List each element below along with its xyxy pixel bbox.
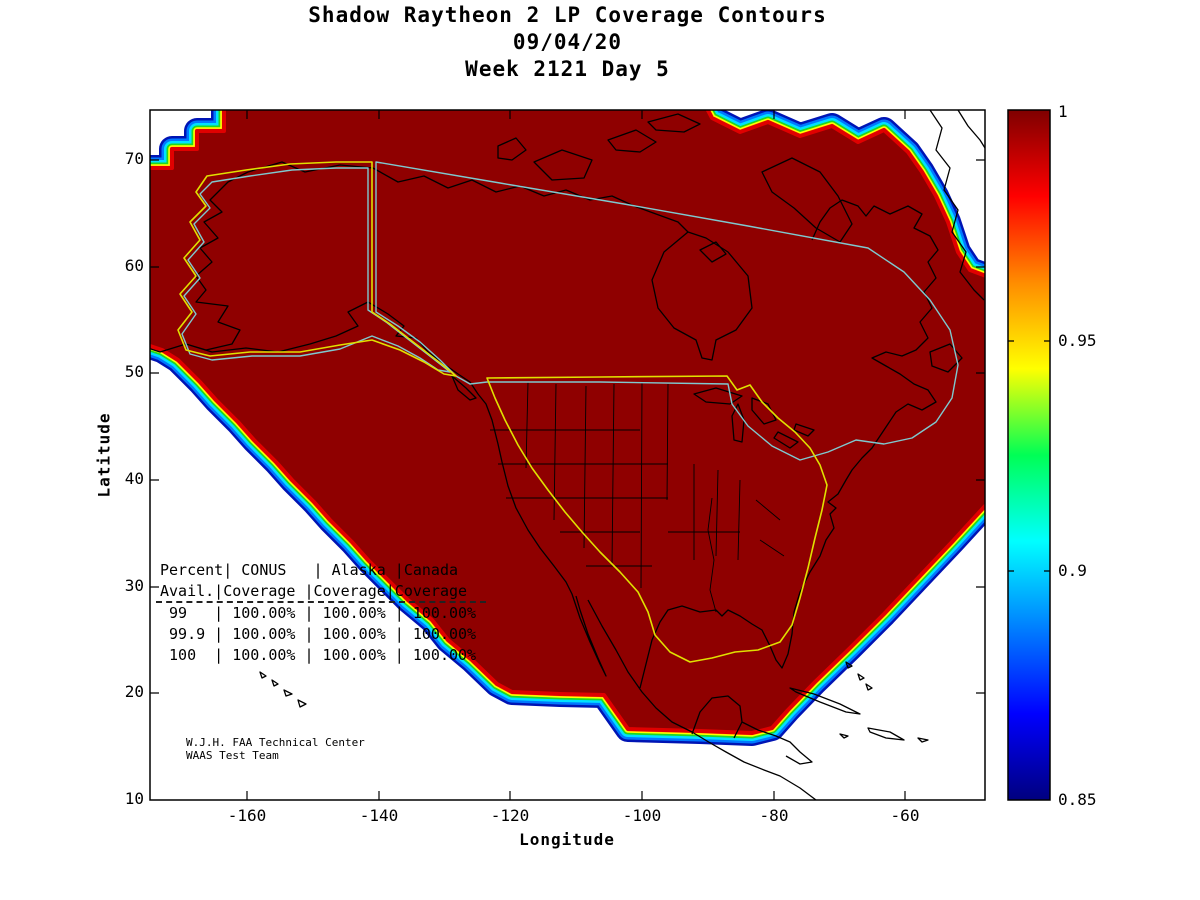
y-tick-label: 50 [124, 362, 144, 381]
x-tick-label: -140 [359, 806, 399, 825]
table-row: 99.9 | 100.00% | 100.00% | 100.00% [160, 625, 477, 643]
table-header-row2: Avail.|Coverage |Coverage|Coverage [160, 582, 468, 600]
y-tick-label: 20 [124, 682, 144, 701]
conus-alaska-service-boundaries [177, 161, 828, 663]
vancouver-island [451, 375, 477, 401]
plot-title-line2: 09/04/20 [512, 30, 623, 54]
y-tick-label: 70 [124, 149, 144, 168]
y-tick-label: 60 [124, 256, 144, 275]
table-separator [156, 601, 486, 603]
x-tick-label: -120 [490, 806, 530, 825]
hudson-bay-coastline [651, 231, 753, 361]
caribbean-islands [789, 661, 929, 743]
x-axis-tick-marks [246, 110, 906, 800]
plot-title-line3: Week 2121 Day 5 [465, 57, 670, 81]
colorbar-gradient [1008, 110, 1050, 800]
plot-title-line1: Shadow Raytheon 2 LP Coverage Contours [308, 3, 827, 27]
colorbar-tick-label: 1 [1058, 102, 1068, 121]
state-border-lines [490, 381, 785, 613]
greenland-coastline [929, 110, 985, 301]
table-row: 100 | 100.00% | 100.00% | 100.00% [160, 646, 477, 664]
colorbar-tick-label: 0.95 [1058, 331, 1097, 350]
gulf-east-coast-coastline [639, 199, 939, 689]
y-tick-label: 30 [124, 576, 144, 595]
x-axis-label: Longitude [519, 830, 615, 849]
table-header-row1: Percent| CONUS | Alaska |Canada [160, 561, 459, 579]
arctic-mainland-coastline [372, 167, 689, 233]
y-axis-tick-marks [150, 159, 985, 694]
x-tick-label: -160 [227, 806, 267, 825]
x-tick-label: -100 [622, 806, 662, 825]
conus-boundary-line [486, 375, 828, 663]
table-row: 99 | 100.00% | 100.00% | 100.00% [160, 604, 477, 622]
alaska-boundary-line [177, 161, 457, 377]
y-tick-label: 40 [124, 469, 144, 488]
plot-border [149, 109, 986, 801]
colorbar-border [1007, 109, 1051, 801]
credit-line2: WAAS Test Team [186, 749, 279, 762]
y-tick-label: 10 [124, 789, 144, 808]
credit-line1: W.J.H. FAA Technical Center [186, 736, 365, 749]
arctic-islands [497, 113, 963, 373]
x-tick-label: -80 [759, 806, 789, 825]
state-borders [490, 381, 785, 613]
yucatan-central-america-coastline [691, 695, 813, 765]
x-tick-label: -60 [890, 806, 920, 825]
colorbar-tick-label: 0.9 [1058, 561, 1087, 580]
colorbar-tick-label: 0.85 [1058, 790, 1097, 809]
hawaiian-islands [259, 671, 307, 708]
great-lakes [693, 387, 815, 449]
colorbar-tick-marks [1008, 340, 1050, 572]
coastlines [150, 110, 985, 800]
